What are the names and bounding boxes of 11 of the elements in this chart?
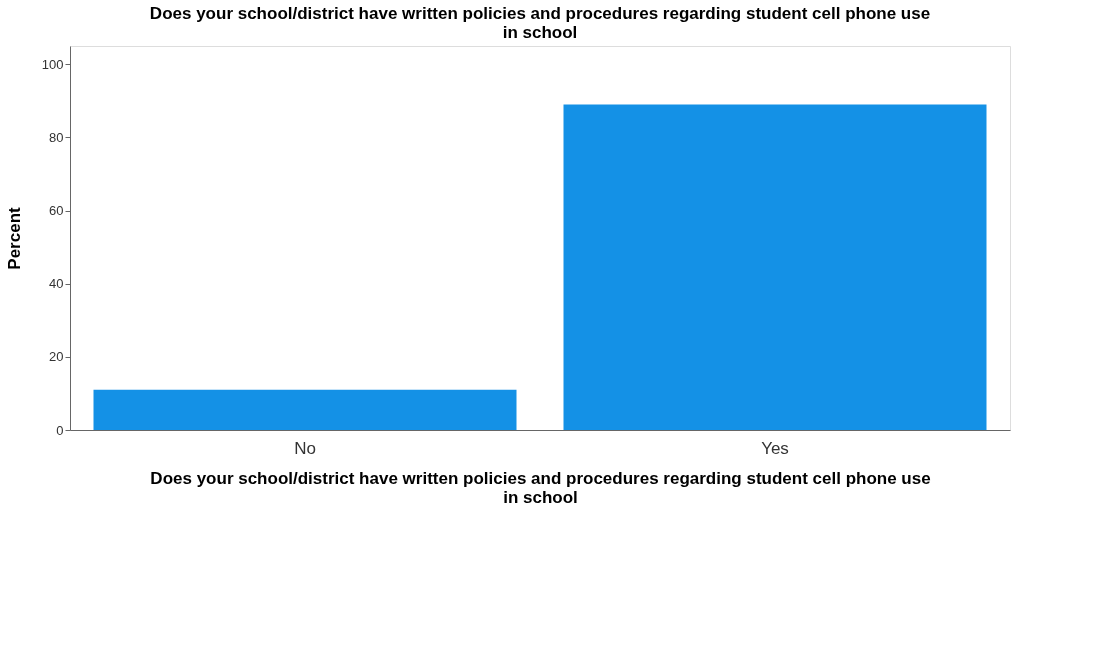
y-axis-title: Percent <box>4 206 24 270</box>
x-tick-label: Yes <box>761 438 789 458</box>
y-tick-label: 0 <box>56 422 64 438</box>
y-tick-label: 60 <box>49 203 64 219</box>
chart-title: Does your school/district have written policies and procedures regarding student cell phone use in school <box>149 4 931 42</box>
y-tick-label: 20 <box>49 349 64 365</box>
y-tick-label: 40 <box>49 276 64 292</box>
y-tick-label: 100 <box>41 56 64 72</box>
x-tick-label: No <box>294 438 316 458</box>
x-axis-title: Does your school/district have written policies and procedures regarding student cell phone use in school <box>150 468 931 507</box>
y-tick-label: 80 <box>49 129 64 145</box>
